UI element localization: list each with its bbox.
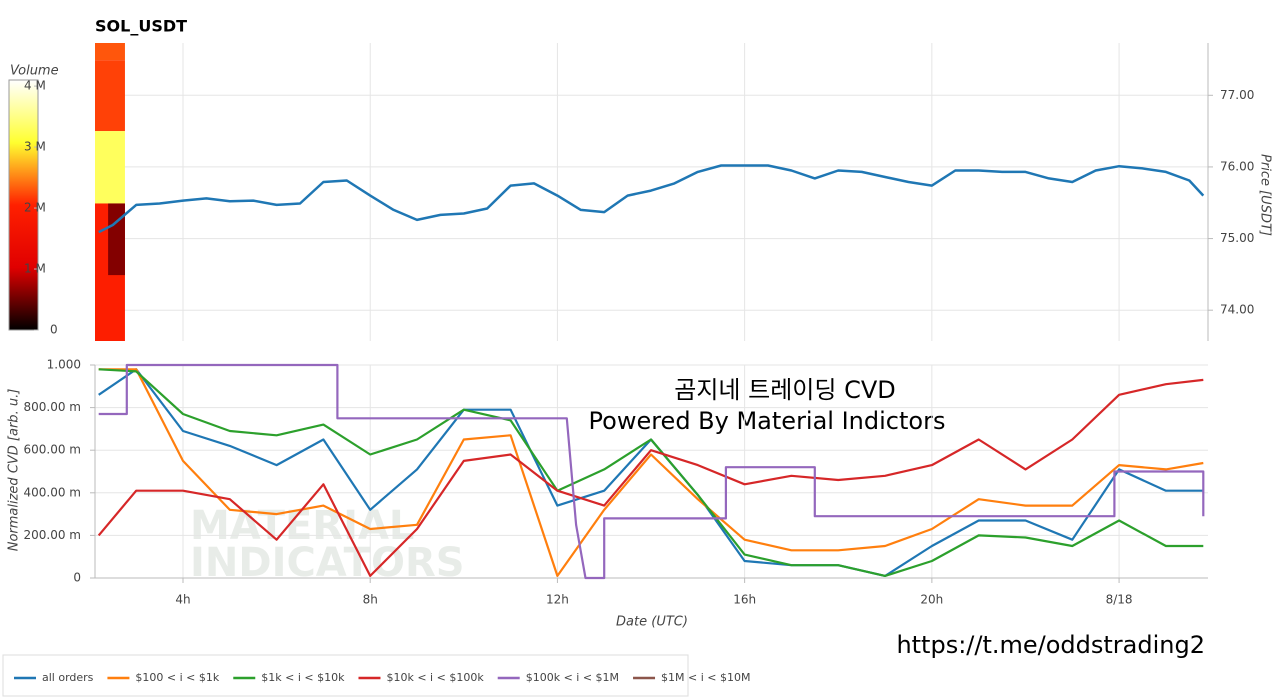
heatmap-cell: [108, 203, 125, 276]
legend: [2, 654, 689, 697]
annotation: 곰지네 트레이딩 CVD: [674, 376, 895, 404]
colorbar-tick-label: 1 M: [24, 262, 46, 276]
y-tick-label: 400.00 m: [24, 485, 82, 499]
colorbar-tick-label: 4 M: [24, 79, 46, 93]
x-tick-label: 8/18: [1106, 593, 1133, 607]
y-tick-label: 74.00: [1220, 303, 1254, 317]
colorbar: [8, 79, 39, 331]
y-axis-label: Normalized CVD [arb. u.]: [7, 389, 22, 552]
colorbar-tick-label: 3 M: [24, 140, 46, 154]
y-tick-label: 1.000: [47, 358, 81, 372]
x-tick-label: 12h: [546, 593, 569, 607]
line: [97, 378, 1204, 577]
y-tick-label: 200.00 m: [24, 528, 82, 542]
watermark: INDICATORS: [190, 540, 465, 586]
colorbar-tick-label: 0: [50, 323, 58, 337]
annotation: https://t.me/oddstrading2: [896, 631, 1205, 659]
y-tick-label: 800.00 m: [24, 400, 82, 414]
chart-title: SOL_USDT: [95, 17, 187, 36]
y-tick-label: 600.00 m: [24, 443, 82, 457]
x-tick-label: 4h: [175, 593, 190, 607]
annotation: Powered By Material Indictors: [589, 407, 946, 435]
line: [98, 363, 1205, 580]
y-tick-label: 75.00: [1220, 231, 1254, 245]
y-axis-label: Price [USDT]: [1258, 154, 1273, 236]
legend-label: $100k < i < $1M: [526, 671, 619, 684]
line: [98, 368, 1204, 577]
legend-label: $1M < i < $10M: [661, 671, 750, 684]
x-axis-label: Date (UTC): [616, 615, 688, 630]
x-tick-label: 20h: [920, 593, 943, 607]
line: [98, 368, 1204, 577]
y-tick-label: 0: [73, 571, 81, 585]
legend-label: $1k < i < $10k: [261, 671, 345, 684]
y-tick-label: 77.00: [1220, 88, 1254, 102]
heatmap-cell: [95, 60, 125, 132]
legend-label: all orders: [42, 671, 94, 684]
x-tick-label: 16h: [733, 593, 756, 607]
x-tick-label: 8h: [363, 593, 378, 607]
colorbar-label: Volume: [10, 64, 59, 79]
y-tick-label: 76.00: [1220, 159, 1254, 173]
heatmap-cell: [95, 131, 125, 204]
heatmap-cell: [95, 43, 125, 61]
legend-label: $100 < i < $1k: [135, 671, 219, 684]
colorbar-tick-label: 2 M: [24, 201, 46, 215]
legend-label: $10k < i < $100k: [386, 671, 484, 684]
line: [98, 164, 1205, 234]
